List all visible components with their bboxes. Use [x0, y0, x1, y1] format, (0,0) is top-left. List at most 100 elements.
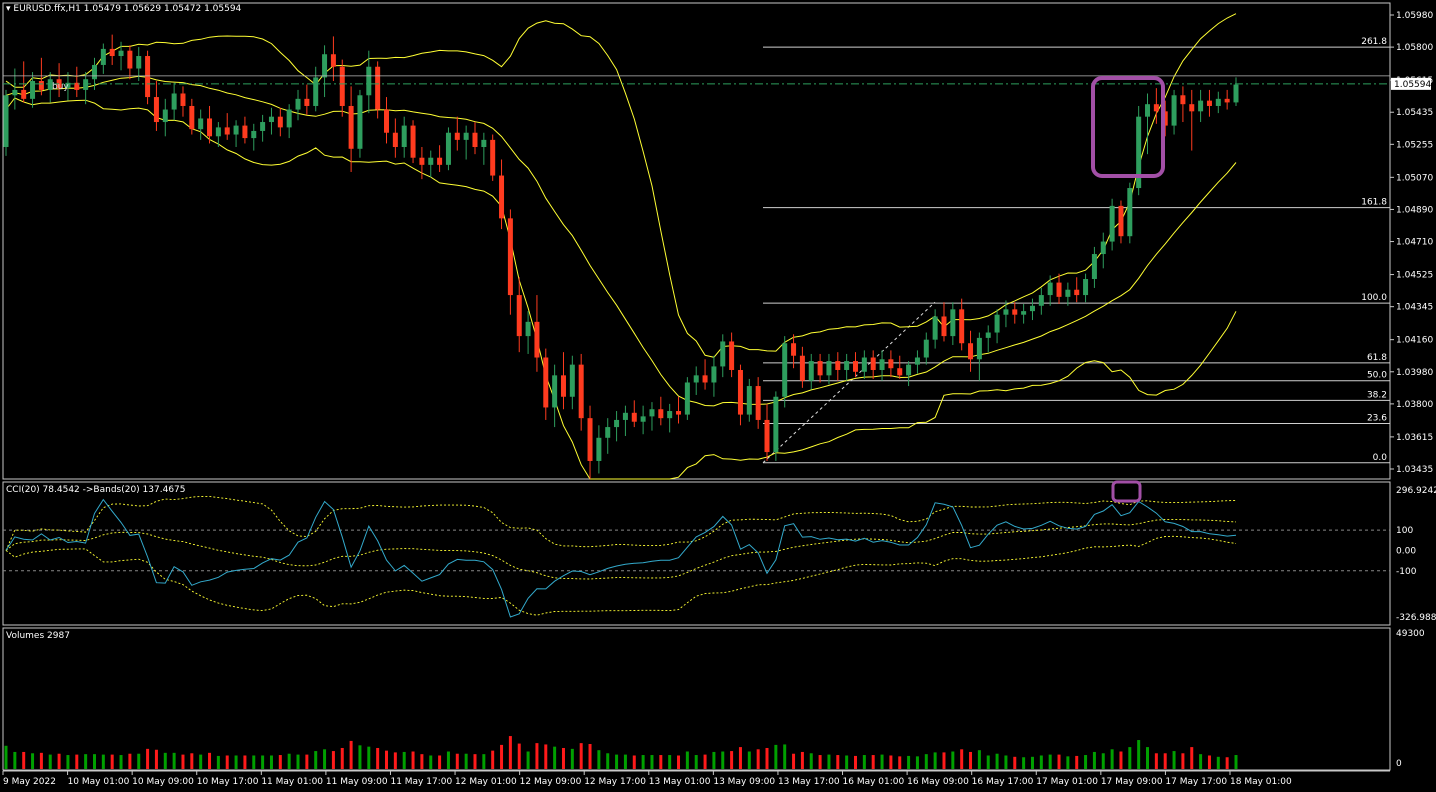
candle-body: [419, 157, 425, 165]
ohlc-close: 1.05594: [204, 4, 242, 14]
cci-axis-label: 296.9242: [1396, 486, 1436, 496]
candle-body: [1233, 84, 1239, 103]
candle-body: [720, 341, 726, 367]
candle-body: [1083, 279, 1089, 296]
candle-body: [1021, 311, 1027, 315]
candle-body: [1189, 104, 1195, 112]
candle-body: [251, 130, 257, 139]
candle-body: [693, 375, 699, 383]
time-tick-label: 13 May 01:00: [649, 777, 711, 787]
candle-body: [1136, 116, 1142, 189]
candle-body: [879, 359, 885, 370]
price-axes: 1.059801.058001.056151.054351.052551.050…: [2, 11, 1433, 787]
price-highlight-box: [1091, 76, 1165, 178]
volume-axis-zero: 0: [1396, 759, 1402, 769]
candle-body: [499, 175, 505, 219]
cci-band-middle: [5, 518, 1237, 580]
candle-body: [339, 66, 345, 106]
candle-body: [782, 343, 788, 397]
candle-body: [755, 386, 761, 420]
price-tick-label: 1.03435: [1396, 465, 1433, 475]
price-tick-label: 1.03980: [1396, 368, 1433, 378]
current-price-box: [1391, 77, 1431, 90]
candle-body: [1224, 98, 1230, 103]
candle-body: [799, 355, 805, 381]
candle-body: [322, 54, 328, 78]
candle-body: [1047, 282, 1053, 296]
candle-body: [109, 48, 115, 57]
time-tick-label: 11 May 17:00: [390, 777, 452, 787]
candle-body: [357, 95, 363, 149]
candle-body: [1012, 309, 1018, 315]
time-tick-label: 12 May 09:00: [520, 777, 582, 787]
candle-body: [295, 98, 301, 110]
candle-body: [631, 412, 637, 422]
time-tick-label: 17 May 17:00: [1165, 777, 1227, 787]
candle-body: [729, 341, 735, 370]
candle-body: [83, 79, 89, 90]
candle-body: [746, 386, 752, 415]
cci-axis-label: -100: [1396, 567, 1417, 577]
candle-body: [74, 82, 80, 90]
candle-body: [233, 125, 239, 135]
candle-body: [888, 359, 894, 369]
candle-body: [481, 139, 487, 148]
candle-body: [985, 332, 991, 338]
candle-body: [817, 361, 823, 376]
time-tick-label: 9 May 2022: [3, 777, 56, 787]
fib-label: 261.8: [1361, 37, 1387, 47]
candle-body: [667, 411, 673, 419]
candle-body: [1145, 104, 1151, 117]
candle-body: [1003, 309, 1009, 315]
candle-body: [507, 218, 513, 296]
candle-body: [1180, 95, 1186, 105]
candle-body: [844, 361, 850, 370]
time-tick-label: 11 May 01:00: [261, 777, 323, 787]
candle-body: [490, 139, 496, 176]
candle-body: [162, 109, 168, 123]
candle-body: [578, 364, 584, 419]
candle-body: [410, 125, 416, 158]
candle-body: [861, 357, 867, 372]
candle-body: [1162, 111, 1168, 126]
cci-highlight-box: [1111, 480, 1142, 503]
candle-body: [1074, 289, 1080, 296]
time-tick-label: 18 May 01:00: [1230, 777, 1292, 787]
candle-body: [711, 366, 717, 383]
cci-band-upper: [5, 495, 1237, 551]
fib-label: 23.6: [1367, 414, 1387, 424]
candle-body: [773, 396, 779, 453]
candle-body: [21, 89, 27, 99]
candle-body: [189, 105, 195, 130]
dropdown-triangle-icon[interactable]: ▾: [6, 4, 11, 14]
ohlc-low: 1.05472: [163, 4, 202, 14]
symbol-header[interactable]: ▾ EURUSD.ffx,H1 1.05479 1.05629 1.05472 …: [6, 4, 241, 14]
candle-body: [127, 50, 133, 69]
price-tick-label: 1.05435: [1396, 108, 1433, 118]
volume-title: Volumes 2987: [6, 631, 70, 641]
time-tick-label: 10 May 17:00: [197, 777, 259, 787]
candle-body: [118, 50, 124, 57]
candle-body: [614, 419, 620, 428]
candle-body: [12, 89, 18, 96]
candle-body: [1091, 254, 1097, 280]
candle-body: [525, 321, 531, 337]
candle-body: [392, 132, 398, 148]
candle-body: [1118, 205, 1124, 237]
candle-body: [649, 409, 655, 417]
candle-body: [136, 56, 142, 69]
candle-body: [941, 316, 947, 337]
candle-body: [445, 132, 451, 165]
candle-body: [215, 127, 221, 137]
candle-body: [286, 109, 292, 128]
candle-body: [914, 357, 920, 365]
time-tick-label: 12 May 01:00: [455, 777, 517, 787]
candle-body: [1038, 295, 1044, 306]
candle-body: [463, 132, 469, 140]
cci-axis-label: 0.00: [1396, 546, 1416, 556]
candle-body: [587, 418, 593, 461]
candle-body: [1153, 104, 1159, 112]
cci-axis-label: -326.9883: [1396, 613, 1436, 623]
price-tick-label: 1.04160: [1396, 336, 1433, 346]
bollinger-bands: [5, 13, 1237, 480]
